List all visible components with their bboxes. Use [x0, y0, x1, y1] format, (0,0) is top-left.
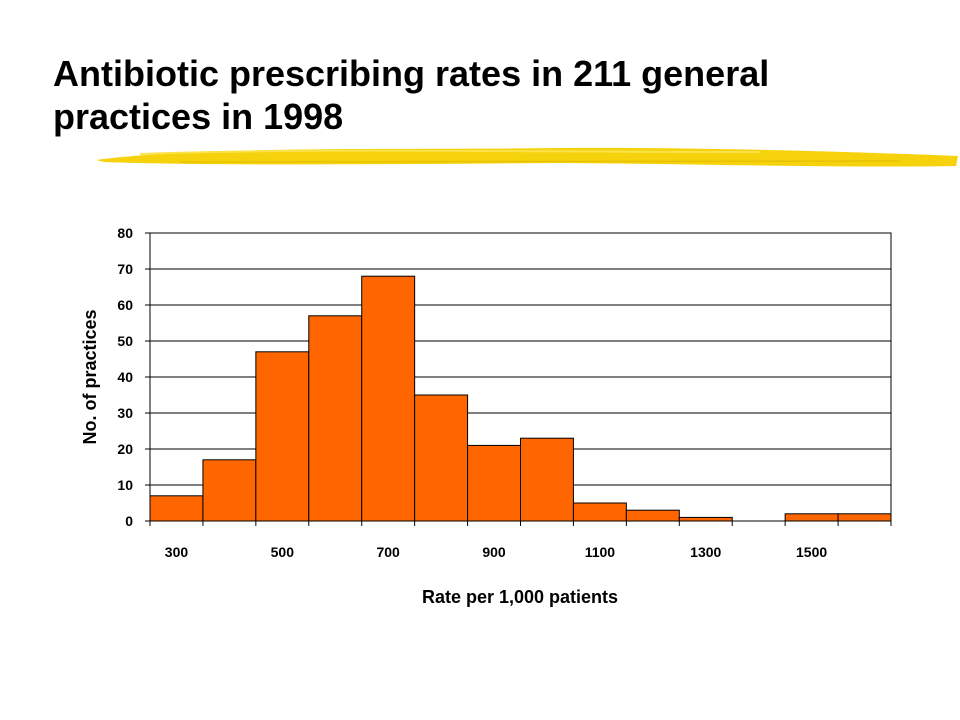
histogram-bar [520, 437, 574, 522]
y-tick-label: 80 [117, 225, 133, 241]
histogram-bar [572, 502, 627, 522]
y-tick-label: 60 [117, 297, 133, 313]
x-tick-label: 1500 [796, 544, 827, 560]
histogram-bar [784, 513, 839, 522]
x-tick-labels: 300 500 700 900 1100 1300 1500 [165, 544, 828, 560]
bars [149, 275, 892, 522]
y-tick-labels: 0 10 20 30 40 50 60 70 80 [117, 225, 133, 529]
y-tick-label: 20 [117, 441, 133, 457]
histogram-bar [202, 459, 257, 522]
y-tick-label: 40 [117, 369, 133, 385]
histogram-bar [837, 513, 892, 522]
x-tick-label: 500 [271, 544, 295, 560]
histogram-bar [308, 315, 363, 522]
y-tick-label: 0 [125, 513, 133, 529]
x-tick-label: 300 [165, 544, 189, 560]
slide-title: Antibiotic prescribing rates in 211 gene… [53, 53, 770, 137]
x-axis-title: Rate per 1,000 patients [422, 587, 618, 607]
histogram-bar [467, 444, 522, 522]
histogram-bar [149, 495, 204, 522]
x-tick-label: 1100 [585, 544, 616, 560]
histogram-bar [414, 394, 469, 522]
histogram-bar [361, 275, 416, 522]
axes [145, 232, 892, 526]
histogram-bar [678, 516, 733, 522]
title-underline-brushstroke [96, 147, 958, 167]
y-tick-label: 10 [117, 477, 133, 493]
x-tick-label: 1300 [690, 544, 721, 560]
y-axis-title: No. of practices [80, 309, 100, 444]
x-tick-label: 700 [376, 544, 400, 560]
histogram-bar [255, 351, 310, 522]
y-tick-label: 70 [117, 261, 133, 277]
x-tick-label: 900 [482, 544, 506, 560]
y-tick-label: 50 [117, 333, 133, 349]
histogram-bar [625, 509, 680, 522]
y-tick-label: 30 [117, 405, 133, 421]
